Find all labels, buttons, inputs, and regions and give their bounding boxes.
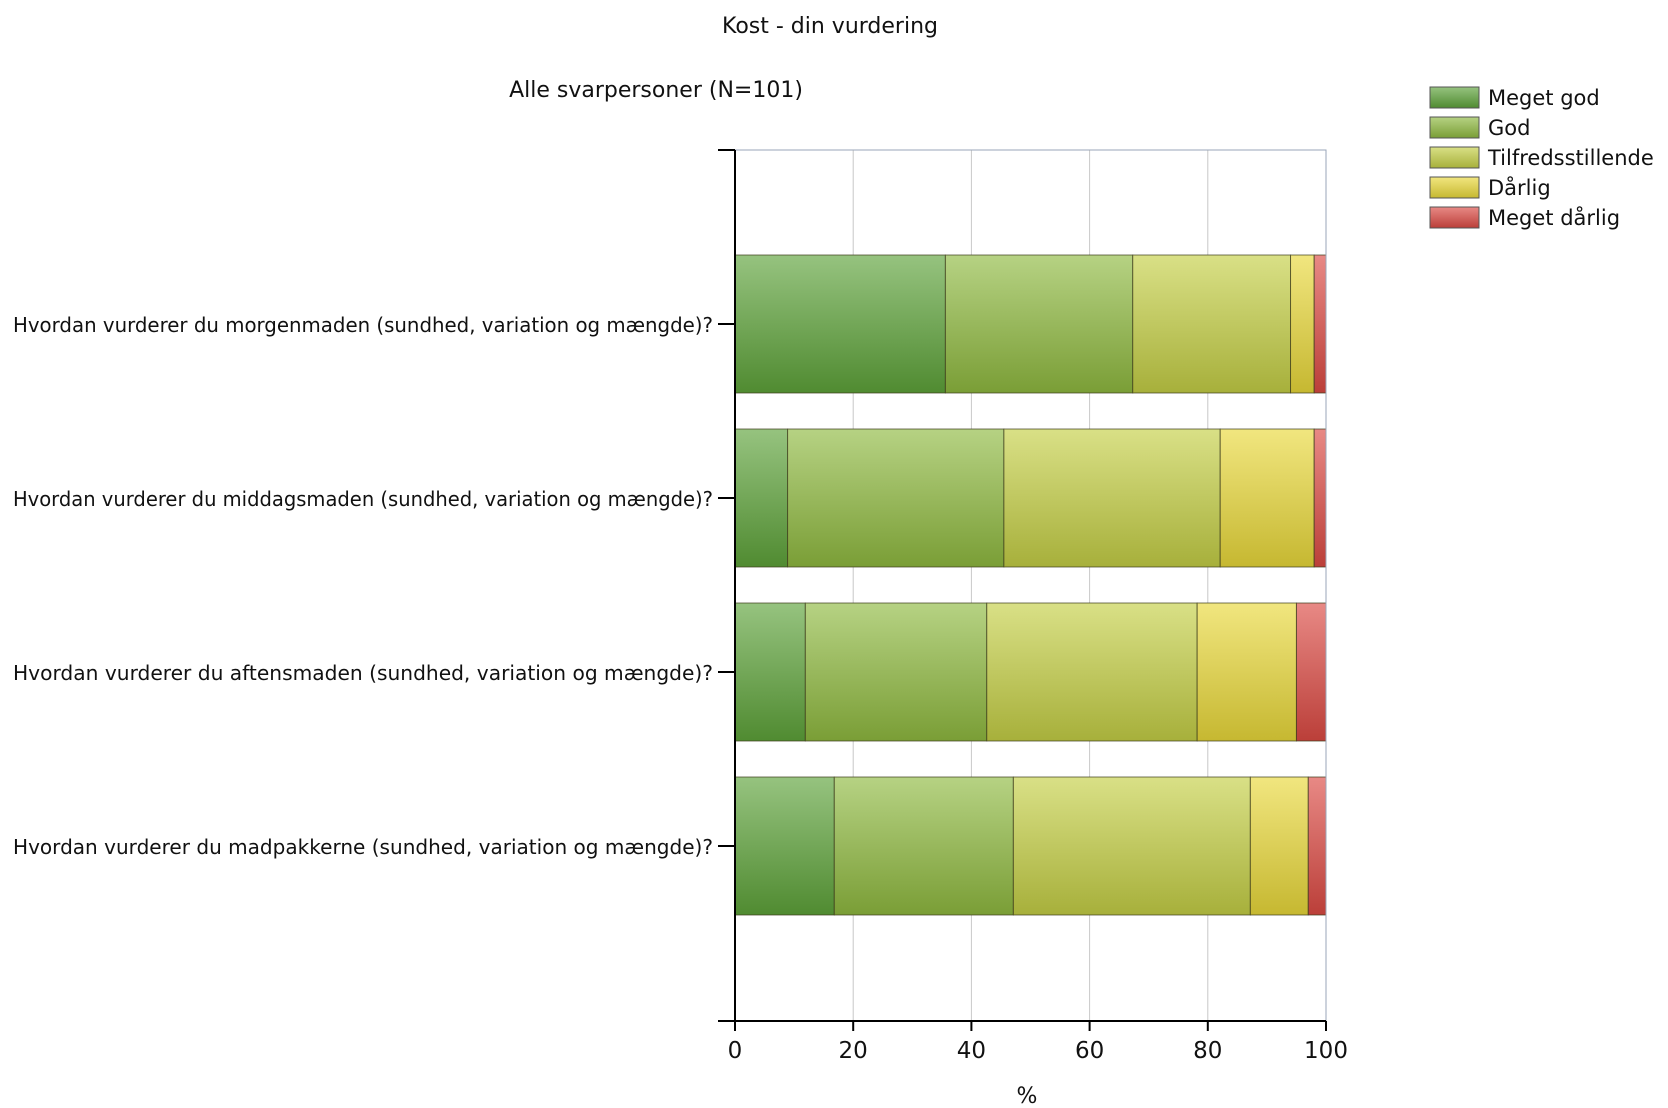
bar-segment [734,254,946,394]
y-category-label: Hvordan vurderer du madpakkerne (sundhed… [13,835,713,859]
y-category-label: Hvordan vurderer du morgenmaden (sundhed… [13,313,713,337]
legend-swatch [1429,206,1480,229]
y-ticks: Hvordan vurderer du morgenmaden (sundhed… [13,313,735,859]
x-tick-label: 20 [839,1038,868,1064]
bar-segment [1003,428,1221,568]
legend-swatch [1429,146,1480,169]
x-axis-label: % [1017,1084,1038,1104]
bar-segment [1307,776,1327,916]
bar-segment [1249,776,1309,916]
bar-segment [1295,602,1327,742]
y-category-label: Hvordan vurderer du aftensmaden (sundhed… [13,661,713,685]
bar-segment [734,602,806,742]
bar-segment [1313,254,1327,394]
bars [734,254,1327,916]
bar-segment [787,428,1005,568]
bar-segment [734,776,835,916]
x-tick-label: 0 [728,1038,743,1064]
bar-segment [1012,776,1251,916]
bar-segment [1132,254,1292,394]
bar-segment [986,602,1198,742]
bar-segment [1219,428,1315,568]
bar-segment [734,428,789,568]
chart-subtitle: Alle svarpersoner (N=101) [509,78,803,103]
bar-segment [1196,602,1297,742]
legend-swatch [1429,176,1480,199]
bar-segment [1313,428,1327,568]
legend-swatch [1429,116,1480,139]
legend-label: Dårlig [1488,175,1551,200]
legend-label: Tilfredsstillende [1487,146,1654,170]
x-tick-label: 80 [1193,1038,1222,1064]
x-ticks: 0 20 40 60 80 100 [728,1021,1348,1064]
y-category-label: Hvordan vurderer du middagsmaden (sundhe… [13,487,713,511]
x-tick-label: 40 [957,1038,986,1064]
bar-segment [833,776,1014,916]
legend-label: Meget god [1488,86,1600,110]
legend-swatch [1429,86,1480,109]
x-tick-label: 100 [1304,1038,1348,1064]
x-tick-label: 60 [1075,1038,1104,1064]
axes [718,149,1327,1022]
bar-segment [1290,254,1315,394]
chart-title: Kost - din vurdering [722,14,938,39]
legend-label: God [1488,116,1530,140]
bar-segment [944,254,1134,394]
bar-segment [804,602,988,742]
legend-label: Meget dårlig [1488,205,1620,230]
legend: Meget god God Tilfredsstillende Dårlig Meget… [1429,86,1654,230]
